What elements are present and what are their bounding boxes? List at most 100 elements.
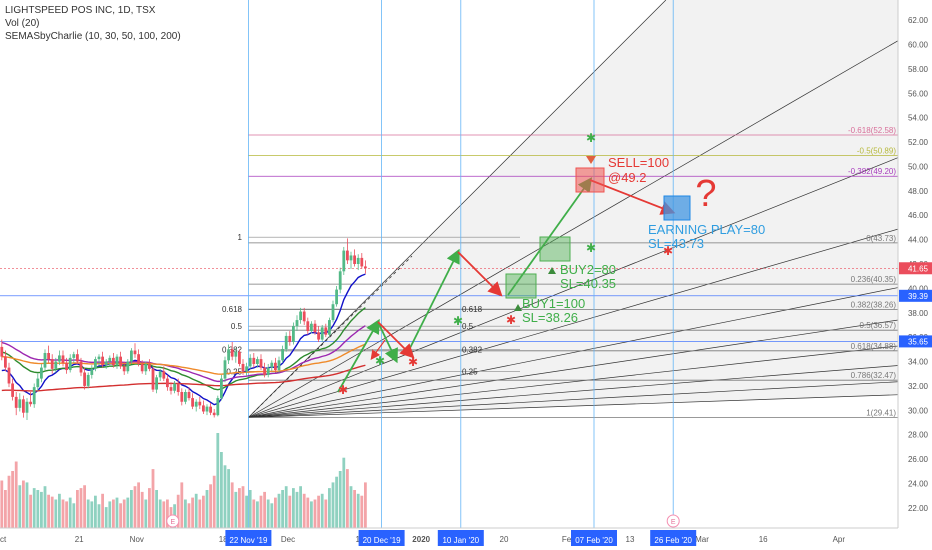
candle-body xyxy=(65,362,68,371)
candle-body xyxy=(14,396,18,408)
fib-star-marker: ✱ xyxy=(586,131,596,145)
volume-bar xyxy=(292,488,295,528)
candle-body xyxy=(158,371,162,378)
candle-body xyxy=(7,367,11,384)
candle-body xyxy=(335,289,338,305)
price-tag-label: 41.65 xyxy=(908,264,929,273)
volume-bar xyxy=(36,490,40,528)
candle-body xyxy=(331,304,335,321)
candle-body xyxy=(194,401,198,407)
fan-line xyxy=(248,381,901,418)
y-tick-label: 52.00 xyxy=(908,138,929,147)
candle-body xyxy=(133,350,137,355)
candle-body xyxy=(180,392,184,402)
candle-body xyxy=(223,360,227,379)
candle-body xyxy=(155,377,158,390)
ema-line-100 xyxy=(1,343,366,375)
candle-body xyxy=(209,406,212,413)
candle-body xyxy=(115,356,119,366)
x-tick-label: 2020 xyxy=(412,535,430,544)
price-tag xyxy=(899,335,932,348)
fan-line xyxy=(248,156,901,418)
buy2-up-marker xyxy=(548,267,556,274)
fib-inner-label: 0.5 xyxy=(462,322,474,331)
fib-level-label: -0.618(52.58) xyxy=(848,126,896,135)
volume-bar xyxy=(313,499,317,528)
volume-bar xyxy=(317,495,320,528)
legend-indicator[interactable]: SEMASbyCharlie (10, 30, 50, 100, 200) xyxy=(5,31,181,42)
sell-box xyxy=(575,167,605,193)
volume-bar xyxy=(364,482,367,528)
fan-line xyxy=(248,286,901,418)
candle-body xyxy=(313,323,317,333)
volume-bar xyxy=(122,499,126,528)
y-axis-background xyxy=(898,0,932,550)
candle-body xyxy=(281,349,284,361)
volume-bar xyxy=(281,490,284,528)
date-marker-tag xyxy=(225,530,272,546)
volume-bar xyxy=(97,504,101,528)
candle-body xyxy=(212,412,216,416)
x-tick-label: Nov xyxy=(130,535,144,544)
candle-body xyxy=(58,355,61,362)
candle-body xyxy=(126,361,130,372)
candle-body xyxy=(108,357,112,362)
volume-bar xyxy=(176,494,180,528)
fib-level-label: -0.5(50.89) xyxy=(857,147,896,156)
candle-body xyxy=(191,398,194,407)
volume-bar xyxy=(144,499,148,528)
volume-bar xyxy=(356,493,360,528)
y-tick-label: 26.00 xyxy=(908,455,929,464)
y-tick-label: 24.00 xyxy=(908,479,929,488)
y-tick-label: 32.00 xyxy=(908,382,929,391)
legend-symbol[interactable]: LIGHTSPEED POS INC, 1D, TSX xyxy=(5,5,156,16)
volume-bar xyxy=(306,497,310,528)
fib-star-marker: ✱ xyxy=(586,241,596,255)
y-tick-label: 40.00 xyxy=(908,284,929,293)
volume-bar xyxy=(360,495,364,528)
volume-bar xyxy=(299,486,302,528)
volume-bar xyxy=(277,493,281,528)
buy2-stop-label: SL=40.35 xyxy=(560,276,616,291)
y-tick-label: 58.00 xyxy=(908,65,929,74)
legend-volume[interactable]: Vol (20) xyxy=(5,18,40,29)
candle-body xyxy=(356,257,360,264)
candle-body xyxy=(266,367,270,375)
volume-bar xyxy=(126,497,130,528)
x-tick-label: 13 xyxy=(626,535,635,544)
candle-body xyxy=(4,356,7,368)
volume-bar xyxy=(295,491,299,528)
trend-arrow xyxy=(337,318,380,393)
sell-down-marker xyxy=(586,156,596,164)
y-tick-label: 60.00 xyxy=(908,41,929,50)
candle-body xyxy=(295,320,299,327)
y-tick-label: 62.00 xyxy=(908,16,929,25)
candle-body xyxy=(342,250,346,272)
candle-body xyxy=(97,356,101,360)
fan-line xyxy=(248,394,901,418)
candle-body xyxy=(259,359,263,368)
candle-body xyxy=(76,354,79,362)
volume-bar xyxy=(212,475,216,528)
volume-bar xyxy=(223,465,227,528)
candle-body xyxy=(346,250,349,261)
candle-body xyxy=(86,374,90,386)
buy1-up-marker xyxy=(514,304,522,311)
candle-body xyxy=(173,383,176,391)
buy2-label: BUY2=80 xyxy=(560,262,616,277)
candle-body xyxy=(50,359,54,369)
candle-body xyxy=(263,367,266,375)
candle-body xyxy=(151,368,155,390)
volume-bar xyxy=(101,493,104,528)
volume-bar xyxy=(155,490,158,528)
volume-bar xyxy=(4,490,7,528)
volume-bar xyxy=(234,491,238,528)
earnings-marker-label: E xyxy=(170,519,175,526)
x-tick-label: Dec xyxy=(281,535,295,544)
candle-body xyxy=(90,368,94,375)
date-marker-label: 26 Feb '20 xyxy=(654,536,692,545)
candle-body xyxy=(32,387,36,405)
candle-body xyxy=(54,361,58,369)
candle-body xyxy=(94,359,97,369)
